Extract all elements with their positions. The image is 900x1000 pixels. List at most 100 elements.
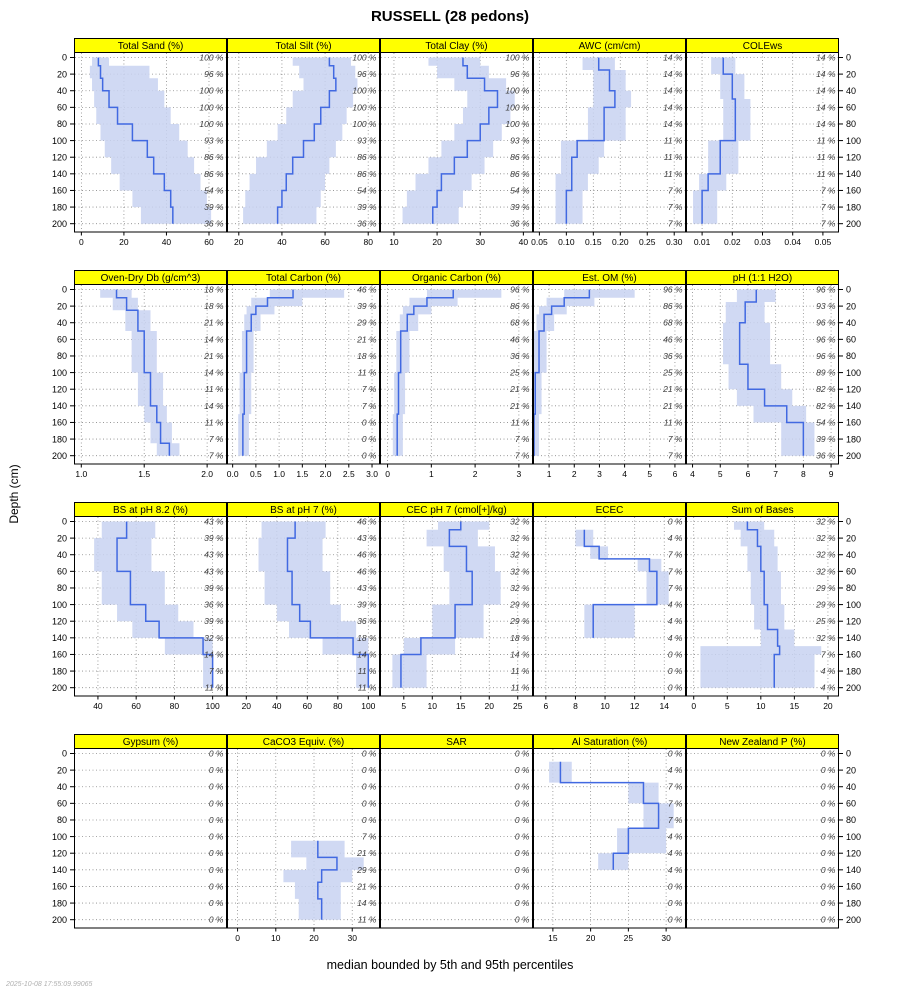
svg-text:2.0: 2.0 — [320, 469, 332, 479]
panel-title: ECEC — [596, 505, 624, 516]
svg-text:11 %: 11 % — [205, 683, 224, 693]
panel-title: CEC pH 7 (cmol[+]/kg) — [406, 505, 506, 516]
svg-text:39 %: 39 % — [510, 202, 530, 212]
panel-ecec: 0 % 4 % 7 % 7 % 7 % 4 % 4 % 4 % 0 % 0 % 0 % ECEC 6 8 1… — [533, 502, 686, 711]
svg-text:7 %: 7 % — [821, 219, 836, 229]
median-line — [396, 289, 454, 456]
svg-text:0 %: 0 % — [362, 451, 377, 461]
svg-text:11 %: 11 % — [205, 417, 224, 427]
panel-header — [686, 734, 839, 749]
timestamp: 2025-10-08 17:55:09.99065 — [6, 981, 93, 988]
panel-header — [74, 270, 227, 285]
svg-text:1.0: 1.0 — [273, 469, 285, 479]
panel-header — [227, 502, 380, 517]
svg-text:60: 60 — [320, 237, 330, 247]
svg-text:160: 160 — [52, 418, 67, 428]
svg-text:11 %: 11 % — [664, 152, 683, 162]
panel-title: Total Sand (%) — [118, 41, 184, 52]
svg-text:140: 140 — [52, 633, 67, 643]
svg-text:160: 160 — [52, 186, 67, 196]
svg-text:0 %: 0 % — [515, 782, 530, 792]
svg-text:60: 60 — [204, 237, 214, 247]
svg-text:0 %: 0 % — [209, 748, 224, 758]
svg-text:40: 40 — [272, 701, 282, 711]
panel-header — [74, 734, 227, 749]
svg-text:0 %: 0 % — [668, 683, 683, 693]
percentile-band — [100, 289, 180, 456]
percentile-band — [402, 57, 515, 224]
svg-text:40: 40 — [57, 86, 67, 96]
svg-text:4 %: 4 % — [668, 848, 683, 858]
svg-text:11 %: 11 % — [511, 417, 530, 427]
svg-text:60: 60 — [846, 799, 856, 809]
svg-text:18 %: 18 % — [204, 284, 224, 294]
svg-text:200: 200 — [52, 915, 67, 925]
svg-text:0: 0 — [62, 749, 67, 759]
svg-text:0.0: 0.0 — [227, 469, 239, 479]
svg-text:140: 140 — [846, 633, 861, 643]
x-axis: 10 20 30 40 — [389, 232, 528, 247]
svg-text:0 %: 0 % — [668, 649, 683, 659]
svg-text:0 %: 0 % — [821, 898, 836, 908]
svg-text:11 %: 11 % — [511, 683, 530, 693]
svg-text:140: 140 — [52, 865, 67, 875]
svg-text:0 %: 0 % — [515, 898, 530, 908]
svg-text:7 %: 7 % — [668, 185, 683, 195]
panel-header — [74, 502, 227, 517]
svg-text:15: 15 — [548, 933, 558, 943]
x-axis: 40 60 80 100 — [93, 696, 220, 711]
contributing-pct-labels: 18 % 18 % 21 % 14 % 21 % 14 % 11 % 14 % 11 % 7 % 7… — [203, 284, 224, 460]
svg-text:60: 60 — [131, 701, 141, 711]
svg-text:3: 3 — [517, 469, 522, 479]
contributing-pct-labels: 0 % 0 % 0 % 0 % 0 % 7 % 21 % 29 % 21 % 14 % 11 % — [356, 748, 377, 924]
svg-text:100 %: 100 % — [199, 119, 224, 129]
svg-text:20: 20 — [823, 701, 833, 711]
panel-header — [533, 38, 686, 53]
svg-text:160: 160 — [52, 882, 67, 892]
median-line — [317, 840, 338, 920]
svg-text:25: 25 — [624, 933, 634, 943]
svg-text:180: 180 — [846, 666, 861, 676]
svg-text:21 %: 21 % — [509, 384, 530, 394]
svg-text:1: 1 — [429, 469, 434, 479]
svg-text:93 %: 93 % — [510, 136, 530, 146]
svg-text:93 %: 93 % — [816, 301, 836, 311]
svg-text:0.5: 0.5 — [250, 469, 262, 479]
depth-axis-left: 0 20 40 60 80 100 120 140 160 180 200 — [52, 749, 74, 925]
svg-text:7 %: 7 % — [821, 202, 836, 212]
svg-text:86 %: 86 % — [510, 152, 530, 162]
svg-text:100 %: 100 % — [352, 86, 377, 96]
contributing-pct-labels: 32 % 32 % 32 % 32 % 29 % 29 % 25 % 32 % 7 % 4 % 4 … — [815, 516, 836, 692]
contributing-pct-labels: 100 % 96 % 100 % 100 % 100 % 93 % 86 % 86 % 54 %… — [199, 52, 224, 228]
svg-text:60: 60 — [57, 103, 67, 113]
svg-text:86 %: 86 % — [357, 169, 377, 179]
svg-text:1.5: 1.5 — [296, 469, 308, 479]
contributing-pct-labels: 0 % 4 % 7 % 7 % 7 % 4 % 4 % 4 % 0 % 0 % 0 % — [668, 748, 683, 924]
svg-text:11 %: 11 % — [511, 666, 530, 676]
svg-text:32 %: 32 % — [510, 533, 530, 543]
svg-text:80: 80 — [57, 351, 67, 361]
svg-text:0 %: 0 % — [209, 898, 224, 908]
x-axis: 0.01 0.02 0.03 0.04 0.05 — [694, 232, 831, 247]
svg-text:120: 120 — [846, 384, 861, 394]
svg-text:43 %: 43 % — [204, 516, 224, 526]
x-axis: 20 40 60 80 — [234, 232, 373, 247]
svg-text:39 %: 39 % — [357, 202, 377, 212]
svg-text:14 %: 14 % — [510, 649, 530, 659]
panel-row-2: 0 20 40 60 80 100 120 140 160 180 200 18 % 18 % 21 % 1… — [20, 270, 880, 486]
median-line — [276, 57, 337, 224]
svg-text:36 %: 36 % — [816, 451, 836, 461]
svg-text:54 %: 54 % — [816, 417, 836, 427]
panel-header — [686, 38, 839, 53]
svg-text:40: 40 — [846, 782, 856, 792]
svg-text:0 %: 0 % — [515, 815, 530, 825]
svg-text:60: 60 — [57, 335, 67, 345]
svg-text:0 %: 0 % — [515, 915, 530, 925]
svg-text:200: 200 — [846, 915, 861, 925]
svg-text:0 %: 0 % — [821, 832, 836, 842]
svg-text:39 %: 39 % — [357, 600, 377, 610]
svg-text:20: 20 — [846, 533, 856, 543]
svg-text:4 %: 4 % — [668, 533, 683, 543]
svg-text:0: 0 — [691, 701, 696, 711]
x-axis: 4 5 6 7 8 9 — [690, 464, 834, 479]
